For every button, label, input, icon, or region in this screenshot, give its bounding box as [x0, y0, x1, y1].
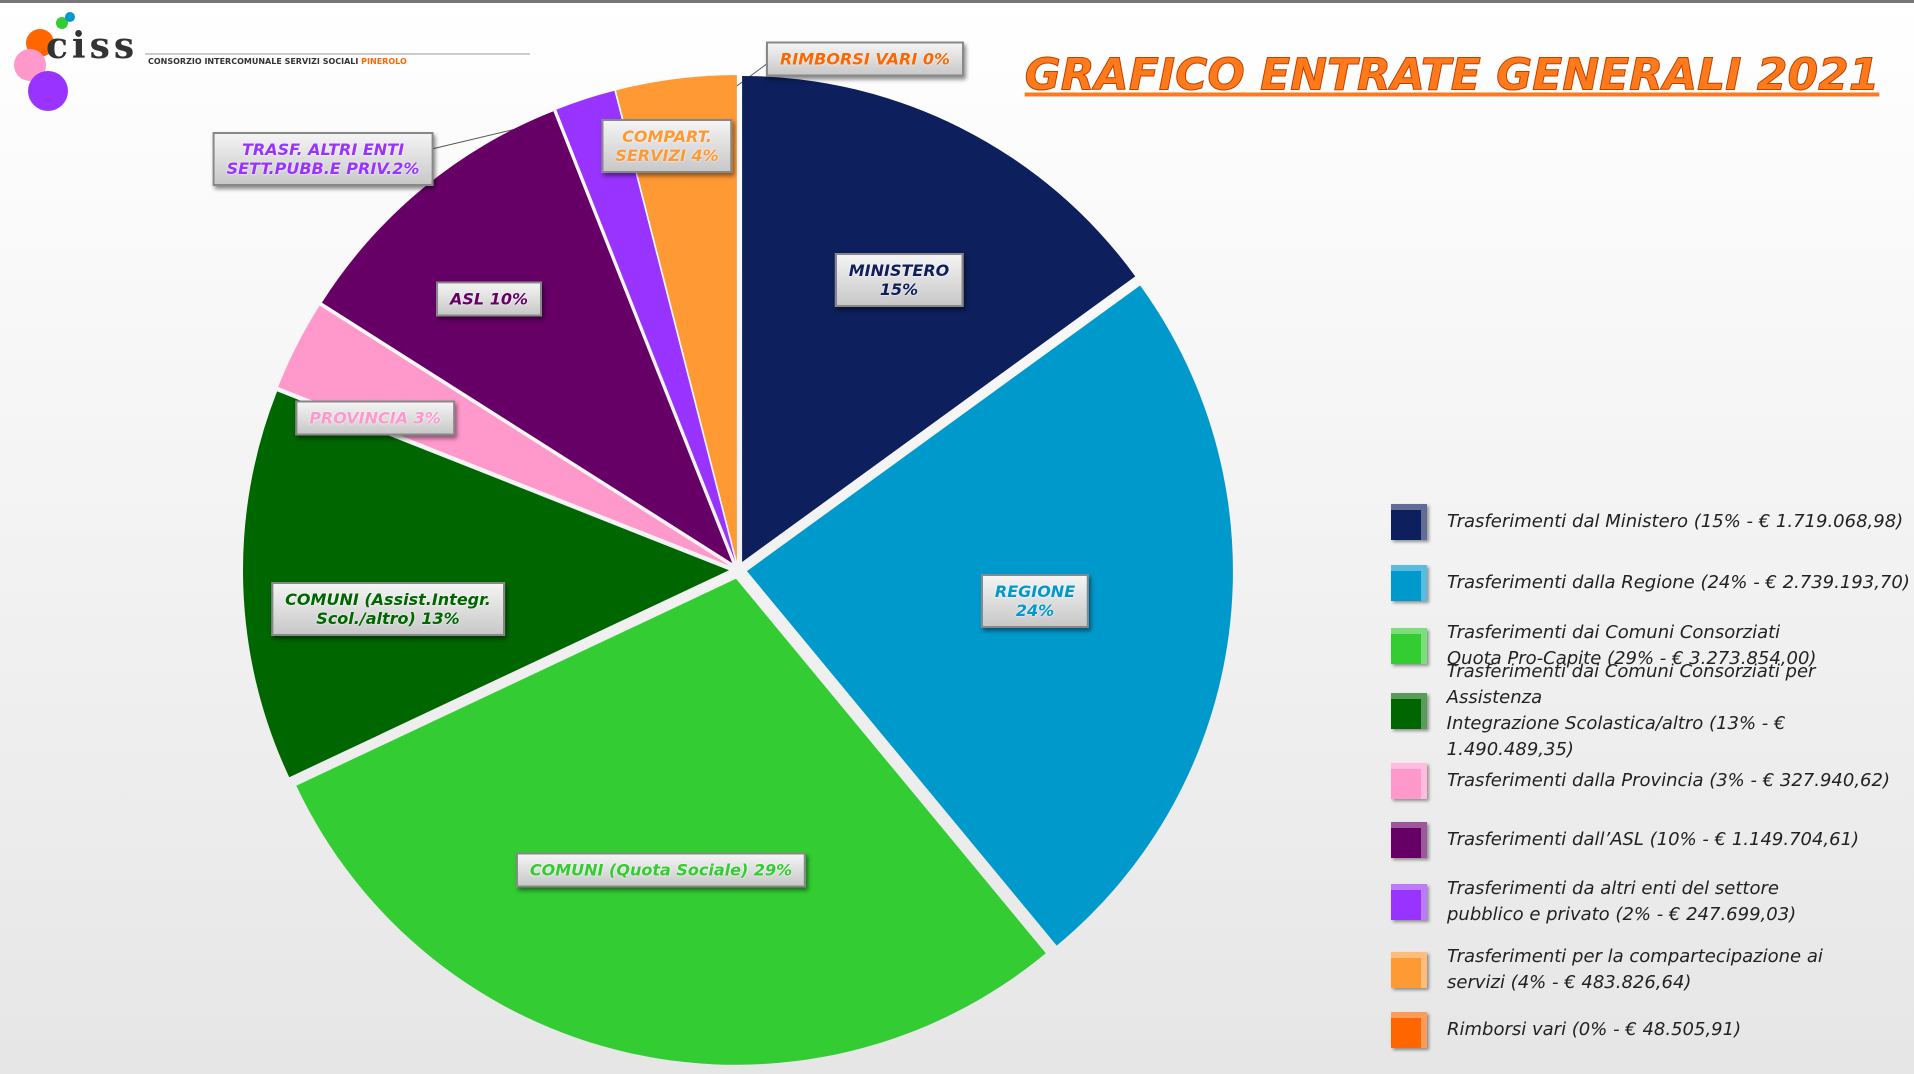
legend-label: Trasferimenti per la compartecipazione a… [1447, 946, 1823, 993]
legend-label: Trasferimenti dall’ASL (10% - € 1.149.70… [1447, 829, 1860, 850]
legend-entry: Trasferimenti per la compartecipazione a… [1391, 944, 1823, 996]
org-city: PINEROLO [361, 57, 407, 66]
slice-label: PROVINCIA 3% [295, 400, 455, 436]
legend-swatch [1391, 822, 1427, 858]
legend-swatch [1391, 693, 1427, 729]
slice-label: RIMBORSI VARI 0% [765, 41, 965, 77]
slice-label: COMUNI (Assist.Integr. Scol./altro) 13% [271, 582, 505, 636]
legend-entry: Trasferimenti da altri enti del settore … [1391, 876, 1796, 928]
logo-org: CONSORZIO INTERCOMUNALE SERVIZI SOCIALI … [148, 57, 407, 66]
slice-label: ASL 10% [436, 281, 542, 317]
logo-dot [28, 71, 68, 111]
slice-label: MINISTERO 15% [834, 253, 964, 307]
pie-slice [321, 111, 733, 564]
legend-entry: Trasferimenti dalla Provincia (3% - € 32… [1391, 763, 1890, 799]
legend-entry: Trasferimenti dai Comuni Consorziati Quo… [1391, 620, 1816, 672]
legend-entry: Rimborsi vari (0% - € 48.505,91) [1391, 1012, 1741, 1048]
legend-label: Trasferimenti da altri enti del settore … [1447, 878, 1797, 925]
pie-slice [742, 75, 1136, 562]
pie-slice [556, 90, 736, 562]
pie-slice [278, 305, 730, 566]
legend-swatch [1391, 628, 1427, 664]
chart-title: GRAFICO ENTRATE GENERALI 2021 [1024, 49, 1880, 101]
logo: ciss [46, 25, 139, 67]
legend-swatch [1391, 504, 1427, 540]
slice-label: TRASF. ALTRI ENTI SETT.PUBB.E PRIV.2% [212, 132, 434, 186]
legend-label: Trasferimenti dal Ministero (15% - € 1.7… [1447, 511, 1904, 532]
slice-label: COMUNI (Quota Sociale) 29% [515, 852, 807, 888]
legend-label: Trasferimenti dalla Provincia (3% - € 32… [1447, 770, 1890, 791]
legend-entry: Trasferimenti dalla Regione (24% - € 2.7… [1391, 565, 1910, 601]
legend-entry: Trasferimenti dal Ministero (15% - € 1.7… [1391, 504, 1903, 540]
pie-slice [616, 75, 737, 562]
legend-swatch [1391, 1012, 1427, 1048]
legend-swatch [1391, 565, 1427, 601]
pie-slice [296, 578, 1046, 1065]
slice-label: REGIONE 24% [980, 574, 1090, 628]
legend-label: Rimborsi vari (0% - € 48.505,91) [1447, 1019, 1742, 1040]
legend-entry: Trasferimenti dall’ASL (10% - € 1.149.70… [1391, 822, 1859, 858]
logo-dot [14, 49, 46, 81]
legend-swatch [1391, 952, 1427, 988]
logo-dot [56, 17, 68, 29]
legend-entry: Trasferimenti dai Comuni Consorziati per… [1391, 659, 1914, 763]
legend-swatch [1391, 884, 1427, 920]
logo-dot [65, 12, 75, 22]
legend-label: Trasferimenti dalla Regione (24% - € 2.7… [1447, 572, 1910, 593]
slice-label: COMPART. SERVIZI 4% [601, 119, 733, 173]
legend-label: Trasferimenti dai Comuni Consorziati Quo… [1447, 622, 1817, 669]
legend-swatch [1391, 763, 1427, 799]
legend-label: Trasferimenti dai Comuni Consorziati per… [1446, 661, 1816, 760]
org-name: CONSORZIO INTERCOMUNALE SERVIZI SOCIALI [148, 57, 359, 66]
